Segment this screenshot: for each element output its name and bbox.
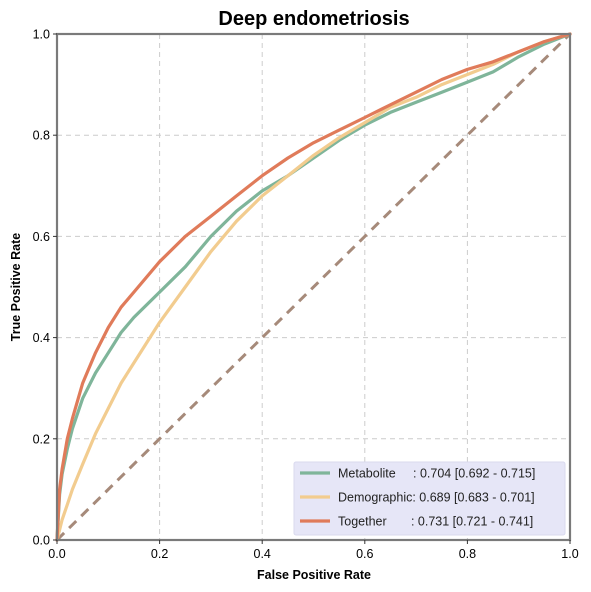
x-tick-label: 0.8	[459, 547, 476, 561]
series-line-together	[55, 32, 572, 542]
y-tick-label: 1.0	[33, 28, 50, 42]
series-line-demographic	[55, 32, 572, 542]
plot-frame	[55, 32, 572, 542]
x-tick-label: 1.0	[561, 547, 578, 561]
x-tick-label: 0.0	[48, 547, 65, 561]
chart-title: Deep endometriosis	[218, 8, 409, 30]
chance-diagonal-line	[55, 32, 572, 542]
legend-label-demographic: Demographic: 0.689 [0.683 - 0.701]	[338, 491, 535, 505]
x-axis-label: False Positive Rate	[257, 568, 371, 582]
y-tick-label: 0.6	[33, 230, 50, 244]
x-tick-label: 0.2	[151, 547, 168, 561]
y-tick-label: 0.4	[33, 331, 50, 345]
legend: Metabolite : 0.704 [0.692 - 0.715] Demogr…	[293, 461, 566, 536]
legend-label-metabolite: Metabolite : 0.704 [0.692 - 0.715]	[338, 467, 535, 481]
y-tick-label: 0.8	[33, 129, 50, 143]
y-tick-label: 0.0	[33, 534, 50, 548]
x-tick-label: 0.4	[254, 547, 271, 561]
series-line-metabolite	[55, 32, 572, 542]
x-tick-label: 0.6	[356, 547, 373, 561]
legend-box	[293, 461, 566, 536]
y-tick-label: 0.2	[33, 432, 50, 446]
legend-label-together: Together : 0.731 [0.721 - 0.741]	[338, 515, 533, 529]
y-axis-label: True Positive Rate	[9, 233, 23, 341]
plot-area: 0.0 0.2 0.4 0.6 0.8 1.0 0.0 0.2 0.4 0.6 0.8 1.0 Meta…	[33, 28, 579, 562]
